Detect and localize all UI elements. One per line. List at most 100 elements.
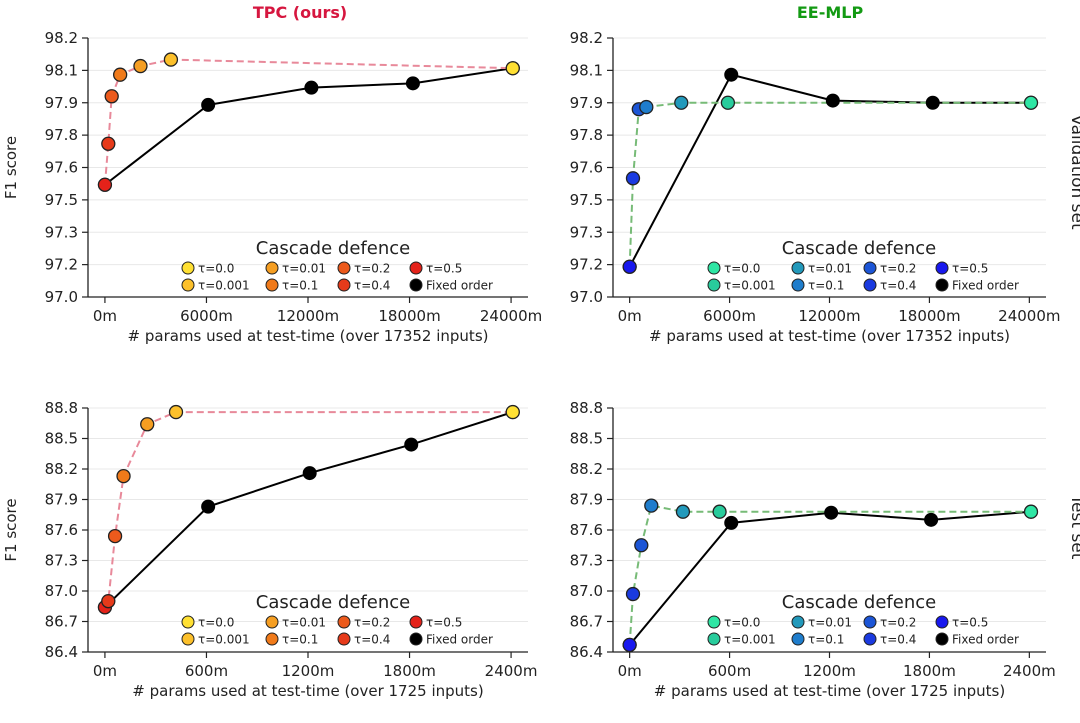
- x-tick-label: 0m: [618, 307, 642, 325]
- legend-marker: [791, 632, 805, 646]
- data-point-cascade: [505, 61, 520, 76]
- data-point-fixed-order: [405, 76, 420, 91]
- legend-label: τ=0.0: [198, 616, 234, 630]
- y-tick-label: 87.3: [45, 552, 78, 570]
- x-axis-label: # params used at test-time (over 1725 in…: [132, 682, 483, 700]
- legend: Cascade defence τ=0.0 τ=0.001 τ=0.01 τ=0.1 τ=…: [707, 592, 1019, 647]
- legend-marker: [935, 615, 949, 629]
- legend: Cascade defence τ=0.0 τ=0.001 τ=0.01 τ=0.1 τ=…: [707, 238, 1019, 293]
- data-point-cascade: [505, 404, 520, 420]
- chart-panel-tpc-test: 86.4 86.7 87.0 87.3 87.6 87.9 88.2 88.5 88.8 0m 60…: [2, 399, 537, 700]
- x-tick-label: 24000m: [998, 307, 1060, 325]
- legend-label: τ=0.2: [880, 262, 916, 276]
- legend-label: τ=0.0: [724, 616, 760, 630]
- legend-label: τ=0.001: [198, 279, 250, 293]
- x-tick-label: 0m: [618, 662, 642, 680]
- data-point-cascade: [163, 52, 179, 67]
- data-point-cascade: [622, 259, 637, 274]
- y-tick-label: 87.0: [45, 582, 78, 600]
- data-point-fixed-order: [724, 515, 739, 530]
- y-tick-label: 97.0: [570, 288, 603, 306]
- y-tick-label: 86.7: [45, 613, 78, 631]
- legend-label: τ=0.01: [282, 616, 326, 630]
- x-tick-label: 0m: [93, 662, 117, 680]
- legend-label: τ=0.0: [198, 262, 234, 276]
- data-point-cascade: [622, 637, 637, 653]
- legend-title: Cascade defence: [256, 592, 410, 613]
- legend-label: τ=0.001: [724, 633, 776, 647]
- legend-marker: [935, 261, 949, 275]
- x-tick-label: 12000m: [277, 307, 339, 325]
- y-tick-label: 97.6: [45, 159, 78, 177]
- data-point-fixed-order: [824, 505, 839, 520]
- y-tick-label: 97.0: [45, 288, 78, 306]
- y-tick-label: 87.6: [45, 521, 78, 539]
- legend-marker: [863, 261, 877, 275]
- y-tick-label: 88.8: [45, 399, 78, 417]
- y-tick-label: 87.9: [45, 491, 78, 509]
- x-tick-label: 6000m: [703, 307, 756, 325]
- data-point-fixed-order: [404, 437, 419, 452]
- y-tick-label: 88.5: [570, 430, 603, 448]
- legend-marker: [935, 278, 949, 292]
- x-tick-label: 18000m: [378, 307, 440, 325]
- y-tick-label: 97.3: [570, 223, 603, 241]
- legend-marker: [337, 261, 351, 275]
- legend-label: τ=0.1: [808, 279, 844, 293]
- x-tick-label: 18000m: [898, 307, 960, 325]
- x-axis-label: # params used at test-time (over 17352 i…: [649, 327, 1010, 345]
- legend-label: τ=0.4: [880, 279, 916, 293]
- y-tick-label: 97.3: [45, 223, 78, 241]
- legend-marker: [181, 261, 195, 275]
- data-point-cascade: [634, 538, 649, 553]
- legend-label: τ=0.01: [808, 262, 852, 276]
- legend-label: τ=0.4: [354, 279, 390, 293]
- y-tick-label: 88.8: [570, 399, 603, 417]
- data-point-fixed-order: [924, 512, 939, 527]
- data-point-fixed-order: [302, 466, 317, 481]
- data-point-cascade: [712, 504, 727, 519]
- legend-label: τ=0.01: [808, 616, 852, 630]
- data-point-cascade: [674, 95, 689, 110]
- legend-marker: [409, 632, 423, 646]
- data-point-cascade: [107, 528, 123, 544]
- data-point-cascade: [639, 99, 654, 115]
- legend-label: τ=0.4: [880, 633, 916, 647]
- y-tick-label: 97.2: [45, 256, 78, 274]
- x-tick-label: 1200m: [803, 662, 856, 680]
- legend-marker: [265, 261, 279, 275]
- legend-label: τ=0.0: [724, 262, 760, 276]
- legend-label: τ=0.4: [354, 633, 390, 647]
- legend-marker: [337, 615, 351, 629]
- x-tick-label: 1800m: [383, 662, 436, 680]
- data-point-fixed-order: [724, 67, 739, 82]
- y-tick-label: 86.7: [570, 613, 603, 631]
- legend-label: τ=0.5: [952, 616, 988, 630]
- legend-marker: [409, 278, 423, 292]
- y-tick-label: 86.4: [570, 643, 603, 661]
- legend-marker: [863, 615, 877, 629]
- legend-marker: [265, 278, 279, 292]
- y-tick-label: 97.8: [570, 126, 603, 144]
- chart-title: TPC (ours): [253, 3, 347, 22]
- legend-marker: [791, 261, 805, 275]
- y-axis-label: F1 score: [2, 498, 20, 561]
- legend-title: Cascade defence: [782, 238, 936, 259]
- legend-marker: [337, 632, 351, 646]
- legend-marker: [337, 278, 351, 292]
- y-tick-label: 97.6: [570, 159, 603, 177]
- data-point-fixed-order: [201, 499, 216, 514]
- series-line-cascade: [104, 411, 513, 608]
- y-tick-label: 88.2: [570, 460, 603, 478]
- legend-label: τ=0.2: [354, 616, 390, 630]
- legend-label: τ=0.5: [426, 616, 462, 630]
- legend-marker: [791, 278, 805, 292]
- y-tick-label: 97.9: [45, 94, 78, 112]
- y-tick-label: 98.1: [45, 61, 78, 79]
- y-tick-label: 87.6: [570, 521, 603, 539]
- legend: Cascade defence τ=0.0 τ=0.001 τ=0.01 τ=0.1 τ=…: [181, 238, 493, 293]
- legend-label: τ=0.001: [724, 279, 776, 293]
- data-point-fixed-order: [825, 93, 840, 108]
- legend-marker: [409, 615, 423, 629]
